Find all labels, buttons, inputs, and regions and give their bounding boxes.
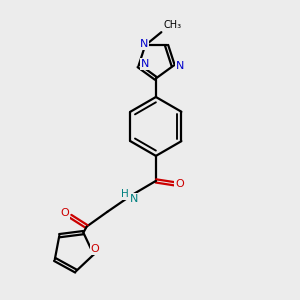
Text: N: N bbox=[141, 59, 149, 69]
Text: O: O bbox=[175, 179, 184, 189]
Text: N: N bbox=[140, 39, 148, 49]
Text: CH₃: CH₃ bbox=[164, 20, 182, 30]
Text: H: H bbox=[121, 189, 128, 199]
Text: N: N bbox=[176, 61, 184, 71]
Text: O: O bbox=[91, 244, 100, 254]
Text: N: N bbox=[130, 194, 139, 204]
Text: O: O bbox=[61, 208, 70, 218]
